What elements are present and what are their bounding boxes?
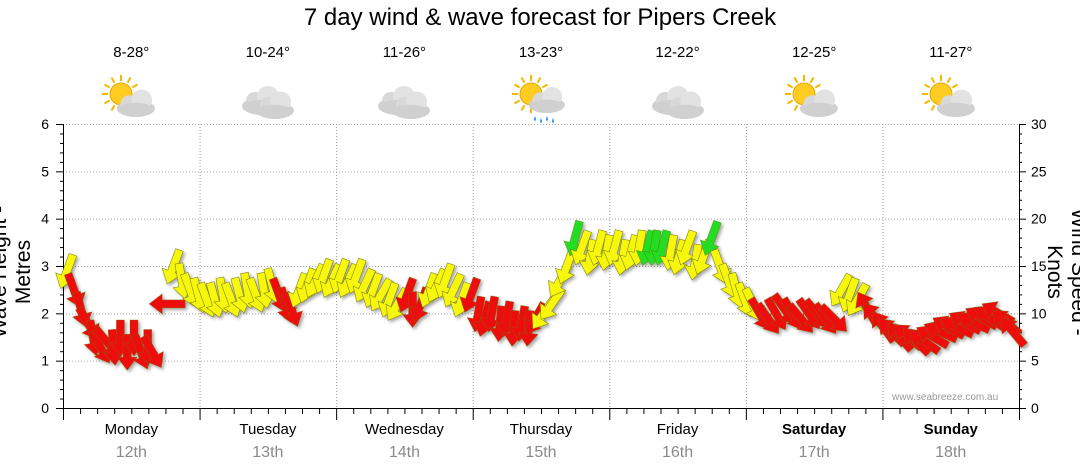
- wind-arrow: [699, 219, 722, 256]
- sun-cloud-icon: [921, 72, 981, 124]
- y-right-tick-label: 25: [1031, 163, 1047, 179]
- y-left-tick-label: 1: [41, 353, 49, 369]
- date-label: 14th: [388, 444, 420, 461]
- date-label: 15th: [525, 444, 557, 461]
- day-temperature: 11-26°: [382, 44, 427, 61]
- day-temperature: 12-22°: [655, 44, 700, 61]
- y-left-tick-label: 2: [41, 305, 49, 321]
- sun-cloud-icon: [784, 72, 844, 124]
- sun-rain-icon: [511, 72, 571, 124]
- date-label: 12th: [115, 444, 147, 461]
- wind-arrow: [116, 333, 138, 371]
- wind-arrow: [1000, 317, 1028, 349]
- wind-arrow: [818, 302, 848, 332]
- y-left-tick-label: 4: [41, 211, 49, 227]
- day-label: Tuesday: [239, 421, 297, 438]
- day-temperature: 10-24°: [245, 44, 291, 61]
- y-axis-right-label: Wind Speed - Knots: [1043, 208, 1080, 335]
- y-left-tick-label: 5: [41, 163, 49, 179]
- y-right-tick-label: 20: [1031, 211, 1047, 227]
- y-right-tick-label: 5: [1031, 353, 1039, 369]
- date-label: 16th: [661, 444, 694, 461]
- sun-cloud-icon: [101, 72, 161, 124]
- day-temperature: 13-23°: [518, 44, 564, 61]
- y-left-tick-label: 3: [41, 258, 49, 274]
- wind-arrow: [281, 290, 304, 327]
- day-label: Thursday: [509, 421, 573, 438]
- day-label: Monday: [104, 421, 158, 438]
- y-right-tick-label: 0: [1031, 400, 1039, 416]
- cloud-icon: [648, 72, 708, 124]
- day-label: Saturday: [782, 421, 847, 438]
- y-right-tick-label: 30: [1031, 116, 1047, 132]
- date-label: 13th: [252, 444, 284, 461]
- y-left-tick-label: 6: [41, 116, 49, 132]
- cloud-icon: [374, 72, 434, 124]
- wind-arrow: [139, 334, 164, 369]
- y-right-tick-label: 15: [1031, 258, 1047, 274]
- wind-arrow: [148, 293, 186, 315]
- y-axis-left-label: Wave Height - Metres: [0, 206, 35, 339]
- day-temperature: 8-28°: [113, 44, 150, 61]
- cloud-icon: [238, 72, 298, 124]
- day-label: Friday: [656, 421, 699, 438]
- y-right-tick-label: 10: [1031, 305, 1047, 321]
- date-label: 18th: [935, 444, 967, 461]
- chart-title: 7 day wind & wave forecast for Pipers Cr…: [303, 4, 777, 31]
- day-temperature: 11-27°: [929, 44, 973, 61]
- wind-arrows: [55, 219, 1028, 371]
- credit-text: www.seabreeze.com.au: [892, 392, 999, 403]
- day-temperature: 12-25°: [791, 44, 837, 61]
- date-label: 17th: [798, 444, 830, 461]
- y-left-tick-label: 0: [41, 400, 49, 416]
- day-label: Wednesday: [364, 421, 444, 438]
- day-label: Sunday: [923, 421, 978, 438]
- wind-arrow: [55, 252, 78, 290]
